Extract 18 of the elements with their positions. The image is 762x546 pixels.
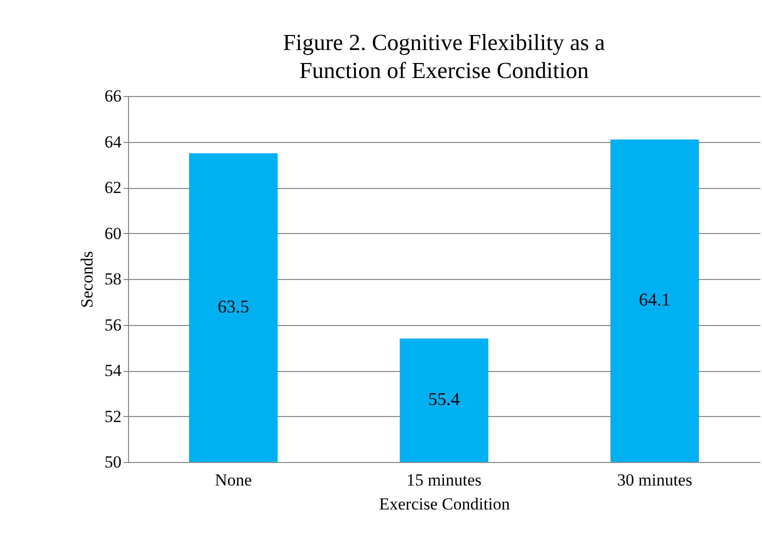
y-tick-label: 64	[104, 132, 122, 152]
y-tick-label: 54	[104, 361, 122, 380]
x-tick-label: None	[214, 470, 252, 490]
y-tick-label: 62	[104, 178, 122, 197]
y-tick-label: 60	[104, 224, 122, 243]
y-tick-label: 56	[104, 315, 122, 334]
x-tick-label: 30 minutes	[617, 470, 692, 490]
x-tick-label: 15 minutes	[406, 470, 482, 490]
chart-title: Figure 2. Cognitive Flexibility as a Function of Exercise Condition	[283, 30, 605, 83]
data-label: 55.4	[428, 389, 460, 410]
y-tick-label: 58	[104, 270, 122, 288]
data-label: 63.5	[218, 296, 250, 317]
y-tick-label: 50	[104, 452, 122, 472]
x-axis-title: Exercise Condition	[379, 494, 510, 514]
y-axis-title: Seconds	[78, 251, 96, 308]
data-label: 64.1	[638, 290, 670, 310]
y-tick-label: 66	[104, 86, 122, 106]
y-tick-label: 52	[104, 406, 122, 426]
